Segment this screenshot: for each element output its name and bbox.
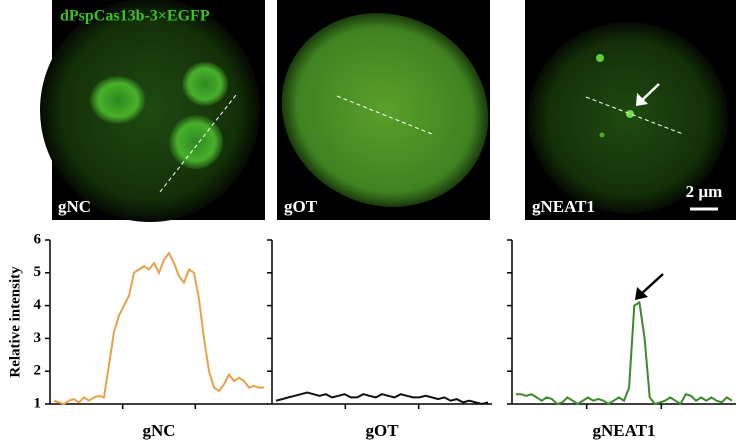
y-axis-label: Relative intensity (7, 266, 23, 378)
paraspeckle (626, 110, 634, 118)
line-profile (336, 95, 433, 135)
intensity-line (53, 251, 264, 406)
arrow (639, 83, 660, 103)
paraspeckle (596, 54, 604, 62)
arrow-head (635, 287, 648, 300)
intensity-line (275, 391, 489, 406)
cell (281, 13, 489, 207)
y-tick-label: 1 (34, 395, 42, 411)
scale-label: 2 µm (686, 182, 723, 201)
arrow-head (636, 93, 648, 106)
nucleolus (90, 76, 146, 124)
y-tick-label: 2 (34, 363, 42, 379)
x-axis-label: gNC (142, 421, 175, 440)
line-profile (585, 96, 684, 135)
y-tick-label: 4 (34, 297, 42, 313)
y-tick-label: 5 (34, 264, 42, 280)
panel-label: gNEAT1 (532, 197, 595, 216)
arrow (639, 273, 664, 296)
panel-label: gOT (284, 197, 318, 216)
paraspeckle (599, 132, 605, 138)
stain-label: dPspCas13b-3×EGFP (60, 8, 210, 25)
x-axis-label: gOT (365, 421, 399, 440)
intensity-line (516, 300, 733, 406)
nucleolus (182, 62, 228, 106)
cell (40, 0, 260, 222)
nucleolus (169, 115, 223, 169)
x-axis-label: gNEAT1 (593, 421, 656, 440)
cell (528, 22, 728, 214)
panel-label: gNC (58, 197, 91, 216)
y-tick-label: 6 (34, 231, 42, 247)
y-tick-label: 3 (34, 330, 42, 346)
